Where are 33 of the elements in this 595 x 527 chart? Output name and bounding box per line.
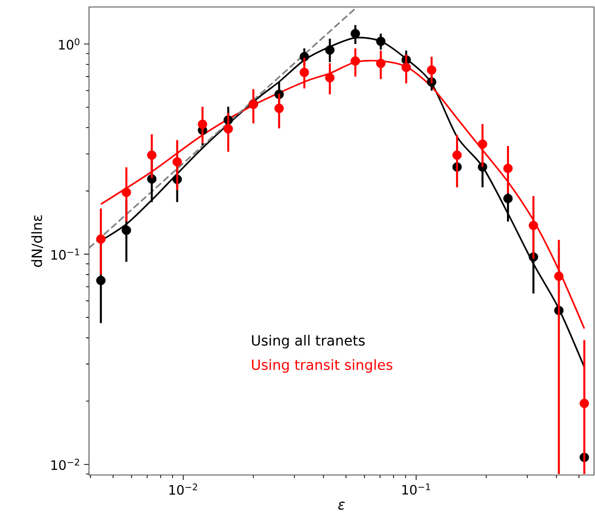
point (96, 234, 106, 244)
point (376, 36, 386, 46)
point (580, 398, 590, 408)
point (172, 157, 182, 167)
point (452, 150, 462, 160)
point (554, 272, 564, 281)
y-axis-title: dN/dlnε (31, 215, 44, 267)
point (274, 104, 284, 114)
point (350, 56, 360, 66)
y-tick-label: 10$^{−2}$ (51, 458, 80, 470)
point (503, 194, 513, 204)
x-axis-title: ε (338, 502, 345, 510)
point (300, 52, 310, 62)
point (528, 220, 538, 230)
point (478, 139, 488, 149)
point (300, 68, 310, 78)
y-tick-label: 10$^{−1}$ (51, 248, 80, 260)
point (96, 276, 106, 286)
point (147, 150, 156, 160)
point (503, 164, 513, 174)
point (350, 28, 360, 38)
point (325, 73, 335, 82)
point (401, 62, 411, 72)
point (198, 120, 208, 129)
point (122, 188, 132, 198)
point (426, 65, 436, 75)
y-tick-label: 10$^{0}$ (59, 38, 80, 50)
point (325, 45, 335, 55)
text: Using all tranets (252, 334, 365, 348)
point (376, 58, 386, 68)
point (122, 226, 132, 235)
text: Using transit singles (252, 359, 392, 373)
point (224, 124, 233, 134)
